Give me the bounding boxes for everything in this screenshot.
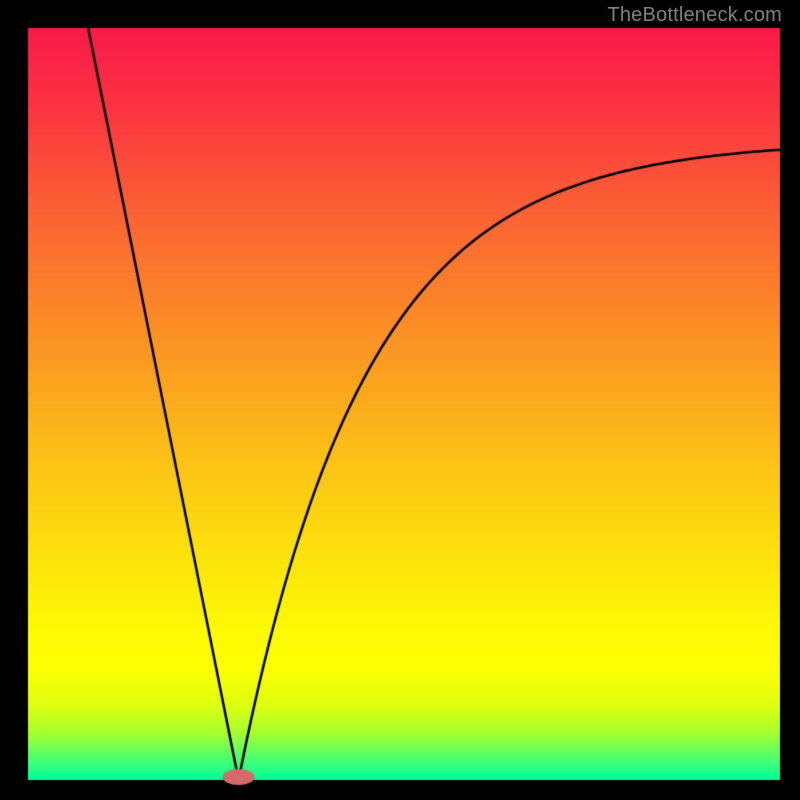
watermark-text: TheBottleneck.com [607,4,782,27]
bottleneck-chart [0,0,800,800]
